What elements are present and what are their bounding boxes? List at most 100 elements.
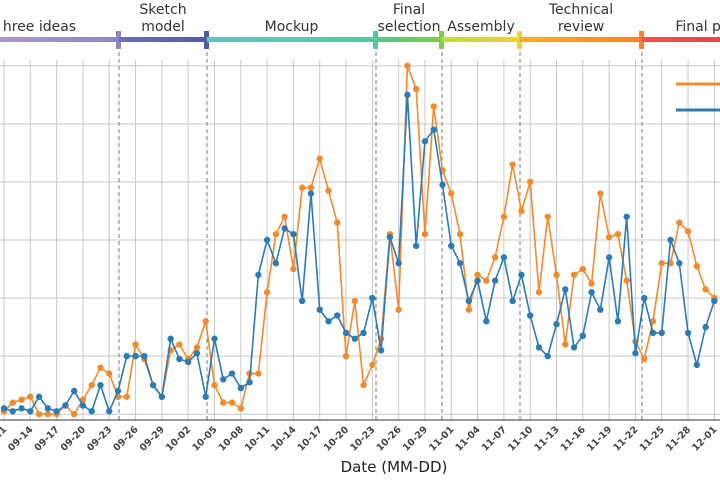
data-point [184,358,192,366]
data-point [193,350,201,357]
data-point [439,181,446,189]
data-point [9,408,16,415]
data-point [237,384,244,392]
data-point [246,379,253,386]
data-point [281,225,288,232]
data-point [395,306,402,313]
data-point [474,271,481,279]
data-point [18,396,25,403]
data-point [597,306,604,313]
phase-marker [116,31,121,49]
data-point [237,405,244,412]
data-point [474,277,481,284]
data-point [44,405,52,412]
data-point [562,286,569,293]
data-point [535,344,543,351]
data-point [535,289,543,296]
x-tick-label: 11-01 [427,424,456,453]
data-point [693,262,701,270]
data-point [193,344,201,351]
data-point [316,155,323,162]
phase-band [442,37,520,42]
x-tick-label: 11-19 [585,424,614,453]
data-point [27,393,34,400]
data-point [649,318,657,325]
data-point [544,213,551,220]
data-point [491,254,499,261]
x-tick-label: 10-05 [190,424,219,453]
data-point [579,332,587,340]
data-point [623,277,630,284]
data-point [658,260,665,267]
data-point [684,228,692,235]
data-point [132,352,139,360]
plot-area [0,62,718,418]
x-tick-label: 12-01 [690,424,719,453]
phase-label: selection [378,19,441,35]
data-point [404,91,411,99]
data-point [255,271,262,279]
data-point [114,387,122,395]
phase-marker [517,31,522,49]
data-point [9,399,16,406]
data-point [202,318,209,325]
data-point [693,361,701,369]
data-point [588,280,595,287]
phase-band [0,37,119,42]
data-point [676,260,683,267]
data-point [527,312,534,319]
phase-label: hree ideas [3,19,76,35]
data-point [421,138,429,145]
data-point [132,341,139,348]
x-tick-label: 11-22 [611,424,640,453]
x-ticks: 09-1109-1409-1709-2009-2309-2609-2910-02… [0,424,719,454]
data-point [123,352,130,360]
data-point [342,352,350,360]
data-point [623,213,630,220]
phase-label: model [141,19,185,35]
data-point [518,271,525,279]
x-tick-label: 10-26 [375,424,405,454]
x-tick-label: 10-20 [322,424,352,454]
data-point [307,184,315,191]
data-point [491,277,499,284]
data-point [632,350,639,357]
phase-marker [439,31,444,49]
data-point [702,323,709,331]
data-point [553,320,560,328]
data-point [0,405,8,412]
data-point [325,187,332,194]
data-point [53,408,60,415]
x-tick-label: 10-02 [164,424,193,453]
phase-label: Mockup [265,19,319,35]
data-point [35,393,43,400]
grid [0,45,720,420]
phase-label: Assembly [447,19,514,35]
data-point [711,297,718,305]
phase-label: Final pr [675,19,720,35]
data-point [35,410,43,418]
phase-label: Technical [548,2,613,18]
x-tick-label: 11-10 [506,424,536,454]
data-point [377,347,385,354]
x-axis-title: Date (MM-DD) [341,458,448,476]
data-point [123,393,130,400]
x-tick-label: 11-25 [638,424,667,453]
x-tick-label: 09-14 [6,424,36,454]
data-point [149,381,157,389]
data-point [369,361,376,369]
data-point [518,207,525,215]
data-point [465,306,473,313]
data-point [597,190,604,197]
data-point [106,408,113,415]
data-point [307,190,315,197]
data-point [290,265,297,273]
data-point [509,297,516,305]
data-point [465,297,473,305]
data-point [228,399,236,406]
data-point [298,297,306,305]
data-point [404,62,411,70]
data-point [702,286,709,293]
phase-band [520,37,642,42]
